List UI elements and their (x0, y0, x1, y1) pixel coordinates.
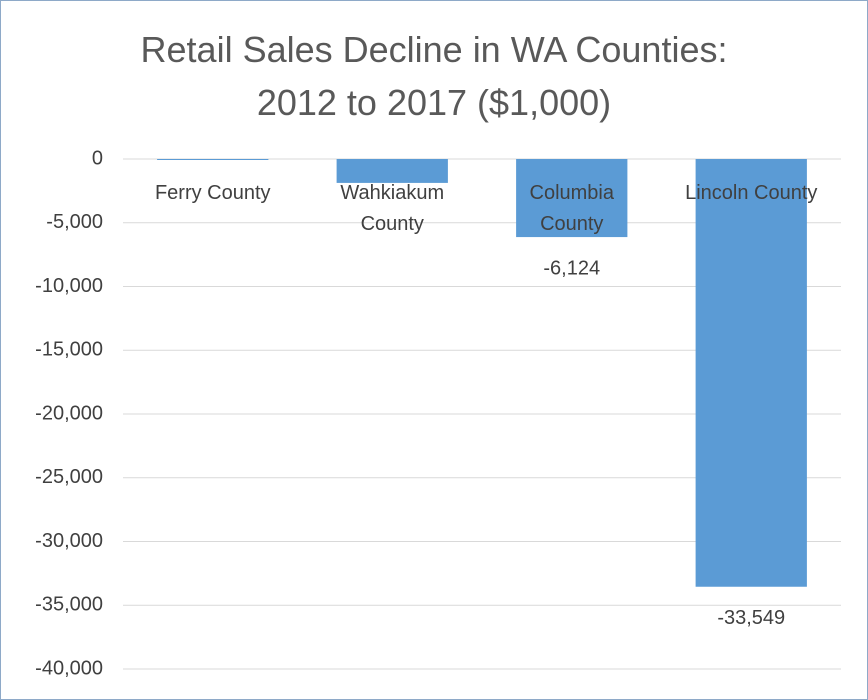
y-tick-label: -10,000 (35, 275, 103, 297)
y-tick-label: 0 (92, 147, 103, 169)
bar (157, 159, 269, 160)
value-label: -33,549 (717, 607, 785, 629)
x-tick-label: Wahkiakum County (340, 182, 445, 235)
x-tick-label: Ferry County (154, 182, 271, 204)
bar (695, 159, 807, 587)
y-tick-label: -25,000 (35, 466, 103, 488)
x-tick-label: Columbia County (529, 182, 614, 235)
y-tick-label: -5,000 (46, 211, 103, 233)
y-tick-label: -35,000 (35, 594, 103, 616)
x-tick-label: Lincoln County (685, 182, 818, 204)
y-tick-label: -40,000 (35, 657, 103, 679)
y-tick-label: -15,000 (35, 339, 103, 361)
bar (336, 159, 448, 183)
value-label: -6,124 (543, 257, 600, 279)
y-tick-label: -20,000 (35, 402, 103, 424)
bar (516, 159, 628, 238)
chart-title: Retail Sales Decline in WA Counties: 201… (140, 29, 728, 123)
y-tick-label: -30,000 (35, 530, 103, 552)
